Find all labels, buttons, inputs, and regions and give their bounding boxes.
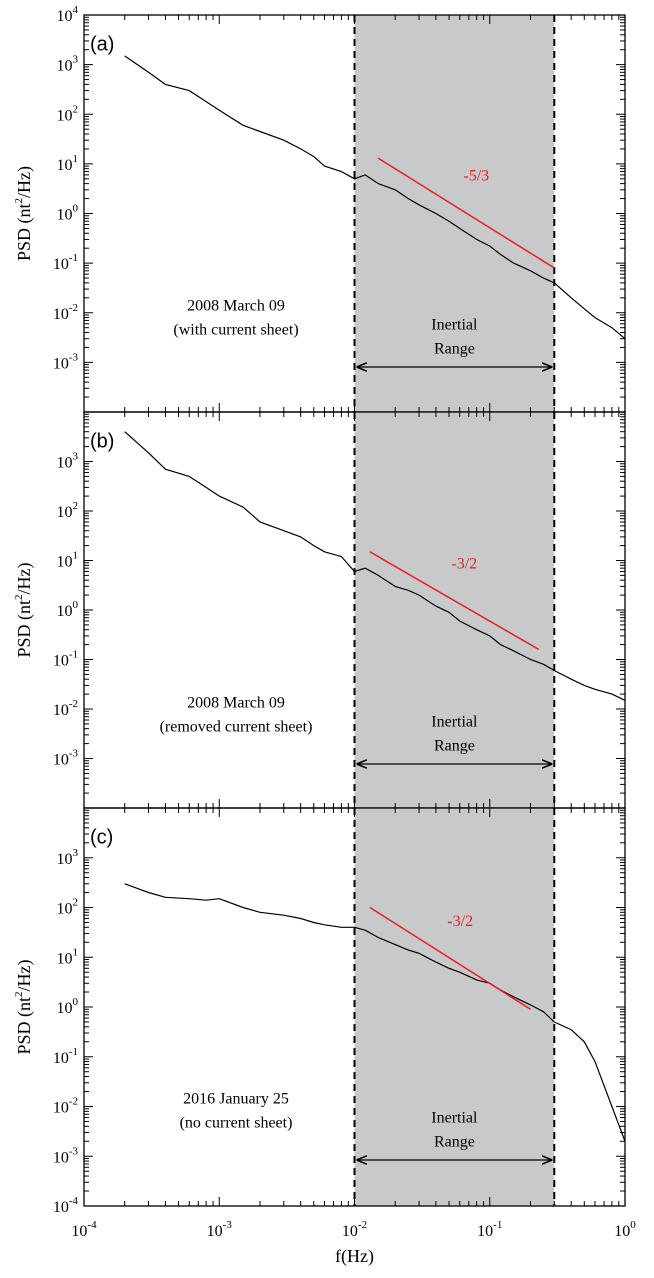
- fit-line: [369, 906, 531, 1010]
- y-tick-label: 10-4: [53, 1195, 79, 1216]
- range-label: Inertial: [431, 317, 478, 334]
- y-tick-label: 102: [57, 103, 79, 124]
- y-tick-label: 104: [57, 4, 79, 25]
- fit-line: [377, 157, 555, 269]
- y-tick-label: 103: [57, 450, 79, 471]
- panel: -3/2 Inertial Range 2016 January 25 (no curr…: [13, 807, 636, 1267]
- x-axis-label: f(Hz): [335, 1246, 374, 1267]
- y-axis-label: PSD (nt2/Hz): [13, 959, 36, 1054]
- y-tick-label: 100: [57, 599, 79, 620]
- x-tick-label: 10-2: [342, 1219, 367, 1240]
- y-tick-label: 103: [57, 846, 79, 867]
- y-tick-label: 10-1: [53, 1045, 78, 1066]
- inertial-range-shade: [354, 808, 555, 1206]
- x-tick-label: 10-4: [71, 1219, 97, 1240]
- y-tick-label: 10-3: [53, 1145, 79, 1166]
- range-label: Inertial: [431, 714, 478, 731]
- slope-label: -3/2: [451, 555, 477, 572]
- y-tick-label: 10-2: [53, 698, 78, 719]
- panel-label: (c): [90, 826, 113, 848]
- range-label: Range: [434, 738, 475, 755]
- y-tick-label: 10-2: [53, 301, 78, 322]
- x-tick-label: 100: [614, 1219, 636, 1240]
- y-tick-label: 10-1: [53, 252, 78, 273]
- y-tick-label: 10-3: [53, 747, 79, 768]
- x-tick-label: 10-1: [477, 1219, 502, 1240]
- y-tick-label: 100: [57, 996, 79, 1017]
- y-tick-label: 102: [57, 896, 79, 917]
- x-tick-label: 10-3: [207, 1219, 233, 1240]
- annotation: (no current sheet): [180, 1115, 293, 1132]
- y-tick-label: 102: [57, 500, 79, 521]
- annotation: 2008 March 09: [187, 695, 285, 712]
- inertial-range-shade: [354, 15, 555, 412]
- y-tick-label: 100: [57, 202, 79, 223]
- range-label: Inertial: [431, 1110, 478, 1127]
- psd-line: [124, 431, 626, 701]
- annotation: (with current sheet): [173, 322, 298, 339]
- y-tick-label: 101: [57, 549, 79, 570]
- range-label: Range: [434, 341, 475, 358]
- y-tick-label: 101: [57, 946, 79, 967]
- panel: -5/3 Inertial Range 2008 March 09 (with curr…: [13, 4, 626, 413]
- slope-label: -3/2: [447, 913, 473, 930]
- psd-line: [124, 55, 626, 340]
- y-axis-label: PSD (nt2/Hz): [13, 562, 36, 657]
- y-tick-label: 10-3: [53, 351, 79, 372]
- annotation: 2016 January 25: [183, 1091, 289, 1108]
- y-tick-label: 10-1: [53, 648, 78, 669]
- inertial-range-shade: [354, 412, 555, 808]
- annotation: 2008 March 09: [187, 298, 285, 315]
- panel-label: (a): [90, 33, 114, 55]
- y-axis-label: PSD (nt2/Hz): [13, 166, 36, 261]
- slope-label: -5/3: [463, 168, 489, 185]
- annotation: (removed current sheet): [160, 719, 313, 736]
- y-tick-label: 101: [57, 152, 79, 173]
- range-label: Range: [434, 1134, 475, 1151]
- panel-label: (b): [90, 430, 114, 452]
- panel: -3/2 Inertial Range 2008 March 09 (removed c…: [13, 411, 626, 809]
- y-tick-label: 103: [57, 53, 79, 74]
- y-tick-label: 10-2: [53, 1095, 78, 1116]
- psd-line: [124, 883, 626, 1142]
- fit-line: [369, 551, 540, 651]
